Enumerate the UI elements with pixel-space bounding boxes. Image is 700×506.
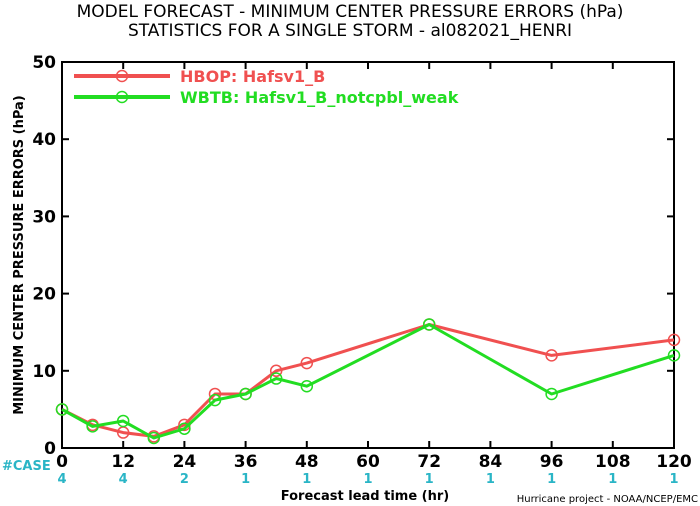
case-count: 1 [486, 472, 495, 487]
case-count: 1 [302, 472, 311, 487]
x-tick-label: 0 [56, 452, 68, 472]
x-axis: 0 12 24 36 48 60 72 84 96 108 120 [56, 62, 692, 472]
case-count: 1 [363, 472, 372, 487]
legend-label-1: HBOP: Hafsv1_B [180, 67, 325, 86]
series-layer [55, 318, 681, 445]
series-2-point [178, 422, 191, 435]
y-tick-label: 30 [32, 207, 56, 227]
series-1-point [667, 333, 681, 347]
case-count: 1 [608, 472, 617, 487]
series-2-point [86, 420, 99, 433]
x-tick-label: 84 [479, 452, 503, 472]
y-axis: 0 10 20 30 40 50 [32, 53, 674, 459]
case-count: 4 [57, 472, 66, 487]
series-line-1 [61, 323, 675, 438]
series-2-point [147, 431, 161, 445]
series-2-point [116, 414, 130, 428]
legend-marker-1 [115, 69, 129, 83]
x-tick-label: 96 [540, 452, 564, 472]
case-count: 1 [425, 472, 434, 487]
x-tick-label: 24 [173, 452, 197, 472]
case-label: #CASE [2, 459, 51, 474]
y-tick-label: 40 [32, 130, 56, 150]
series-2-point [667, 349, 681, 362]
case-count: 1 [241, 472, 250, 487]
y-tick-label: 10 [32, 362, 56, 382]
series-2-point [545, 387, 558, 401]
legend-marker-2 [115, 90, 129, 104]
series-2-point [55, 403, 69, 416]
y-axis-label: MINIMUM CENTER PRESSURE ERRORS (hPa) [12, 95, 27, 415]
case-count: 1 [547, 472, 556, 487]
y-tick-label: 0 [44, 439, 56, 459]
series-2-point [300, 379, 314, 393]
chart-title-line2: STATISTICS FOR A SINGLE STORM - al082021… [128, 21, 572, 41]
x-tick-label: 60 [356, 452, 380, 472]
credit-text: Hurricane project - NOAA/NCEP/EMC [517, 494, 698, 505]
case-count: 4 [119, 472, 128, 487]
case-count: 2 [180, 472, 189, 487]
legend-label-2: WBTB: Hafsv1_B_notcpbl_weak [180, 88, 459, 107]
y-tick-label: 50 [32, 53, 56, 73]
series-2-point [239, 387, 252, 401]
series-2-point [208, 393, 222, 407]
y-tick-label: 20 [32, 285, 56, 305]
plot-frame [61, 61, 675, 449]
x-tick-label: 72 [417, 452, 441, 472]
legend: HBOP: Hafsv1_B WBTB: Hafsv1_B_notcpbl_wea… [74, 67, 459, 107]
series-2-point [422, 318, 436, 331]
chart-title-line1: MODEL FORECAST - MINIMUM CENTER PRESSURE… [77, 2, 624, 22]
case-count-row: #CASE 4 4 2 1 1 1 1 1 1 1 1 [2, 459, 679, 487]
x-axis-label: Forecast lead time (hr) [281, 489, 449, 504]
series-1-point [545, 349, 558, 362]
x-tick-label: 120 [656, 452, 692, 472]
series-1-point [269, 364, 283, 378]
series-1-point [300, 356, 314, 370]
x-tick-label: 12 [111, 452, 135, 472]
x-tick-label: 48 [295, 452, 319, 472]
x-tick-label: 36 [234, 452, 258, 472]
series-line-2 [61, 323, 675, 440]
x-tick-label: 108 [595, 452, 631, 472]
case-count: 1 [669, 472, 678, 487]
series-2-point [269, 372, 283, 385]
